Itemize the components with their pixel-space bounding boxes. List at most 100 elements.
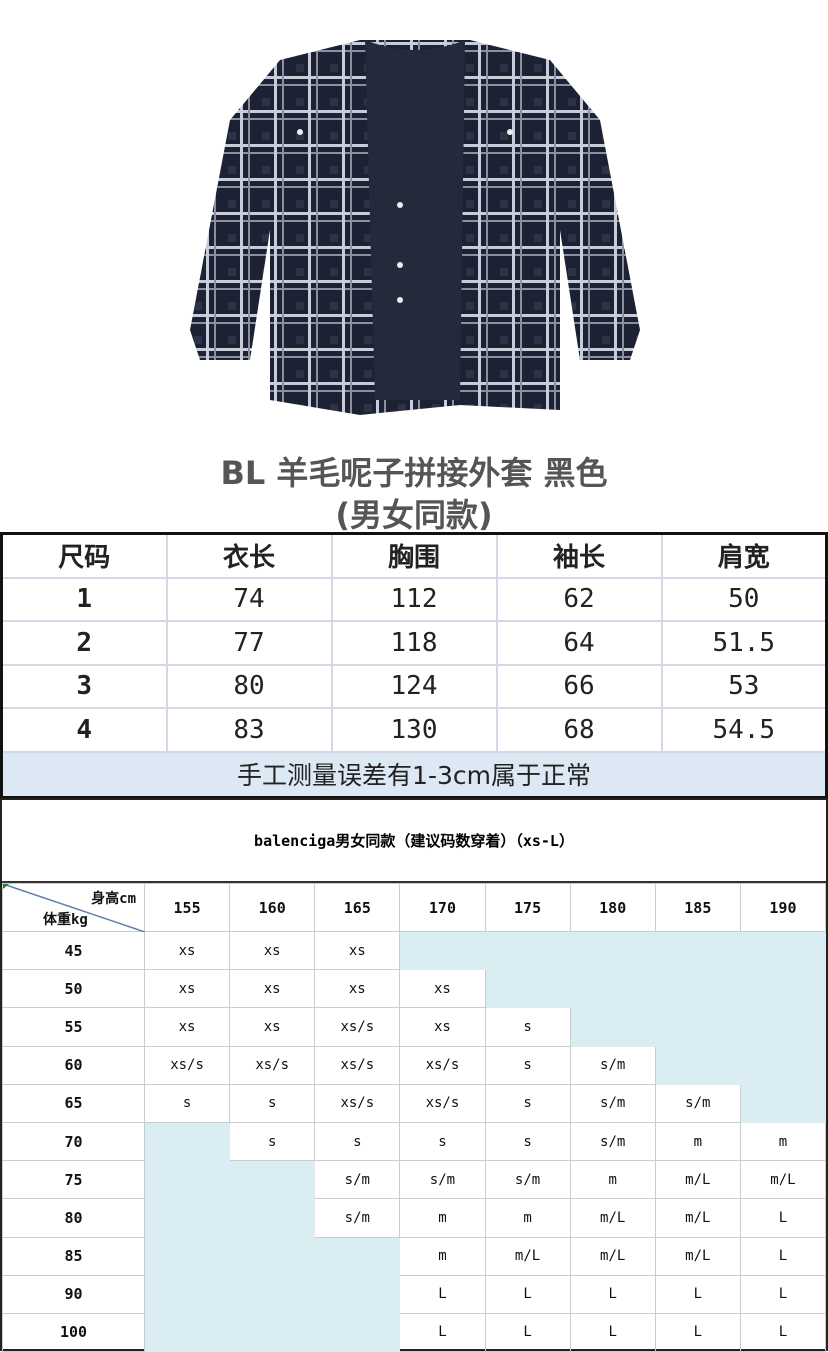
height-header-row: 身高cm 体重kg 155 160 165 170 175 180 185 190 — [2, 883, 827, 932]
measurement-value: 62 — [495, 576, 663, 622]
weight-label: 50 — [2, 969, 145, 1009]
measurement-value: 124 — [330, 663, 498, 709]
size-cell: s/m — [569, 1083, 656, 1123]
size-label: 3 — [0, 663, 168, 709]
product-hero: BL 羊毛呢子拼接外套 黑色 (男女同款) — [0, 0, 828, 534]
height-header: 170 — [399, 883, 486, 932]
measurement-header: 袖长 — [495, 532, 663, 579]
size-cell: s — [399, 1121, 486, 1162]
size-cell: m/L — [569, 1236, 656, 1276]
size-cell: xs/s — [314, 1007, 401, 1047]
weight-label: 70 — [2, 1121, 145, 1162]
measurement-note: 手工测量误差有1-3cm属于正常 — [0, 750, 828, 799]
height-header: 155 — [143, 883, 231, 932]
weight-label: 55 — [2, 1007, 145, 1047]
size-cell: L — [569, 1274, 656, 1314]
measurement-row: 3 80 124 66 53 — [0, 663, 828, 709]
empty-cell — [654, 1007, 741, 1047]
size-cell: s/m — [654, 1083, 741, 1123]
height-header: 185 — [654, 883, 741, 932]
empty-cell — [229, 1312, 316, 1352]
empty-cell — [143, 1236, 231, 1276]
size-cell: s — [484, 1007, 571, 1047]
size-cell: L — [739, 1312, 827, 1352]
size-cell: xs/s — [229, 1045, 316, 1085]
weight-row: 55 xs xs xs/s xs s — [2, 1007, 827, 1047]
empty-cell — [143, 1312, 231, 1352]
size-cell: s — [484, 1121, 571, 1162]
weight-row: 100 L L L L L — [2, 1312, 827, 1352]
weight-row: 85 m m/L m/L m/L L — [2, 1236, 827, 1276]
weight-row: 75 s/m s/m s/m m m/L m/L — [2, 1160, 827, 1200]
size-cell: L — [739, 1236, 827, 1276]
weight-label: 90 — [2, 1274, 145, 1314]
size-cell: xs/s — [314, 1045, 401, 1085]
weight-row: 70 s s s s s/m m m — [2, 1121, 827, 1162]
size-cell: L — [654, 1274, 741, 1314]
size-cell: xs — [399, 1007, 486, 1047]
empty-cell — [739, 1007, 827, 1047]
size-cell: L — [399, 1312, 486, 1352]
diagonal-divider — [3, 884, 145, 932]
measurement-value: 77 — [165, 620, 333, 666]
size-cell: L — [739, 1198, 827, 1238]
size-cell: L — [739, 1274, 827, 1314]
height-header: 180 — [569, 883, 656, 932]
weight-row: 60 xs/s xs/s xs/s xs/s s s/m — [2, 1045, 827, 1085]
measurement-row: 2 77 118 64 51.5 — [0, 620, 828, 666]
size-guide: balenciga男女同款（建议码数穿着）（xs-L） 身高cm 体重kg 155… — [0, 798, 828, 1352]
measurement-header: 衣长 — [165, 532, 333, 579]
size-guide-title: balenciga男女同款（建议码数穿着）（xs-L） — [2, 800, 826, 883]
measurement-value: 68 — [495, 707, 663, 753]
measurement-header: 胸围 — [330, 532, 498, 579]
size-cell: L — [569, 1312, 656, 1352]
size-cell: m — [654, 1121, 741, 1162]
size-cell: xs/s — [399, 1045, 486, 1085]
measurement-table: 尺码 衣长 胸围 袖长 肩宽 1 74 112 62 50 2 77 118 64 51.5 3 80 124 66… — [0, 532, 828, 799]
measurement-value: 51.5 — [660, 620, 828, 666]
measurement-value: 74 — [165, 576, 333, 622]
measurement-value: 80 — [165, 663, 333, 709]
empty-cell — [739, 930, 827, 971]
empty-cell — [569, 930, 656, 971]
size-cell: s — [143, 1083, 231, 1123]
weight-row: 80 s/m m m m/L m/L L — [2, 1198, 827, 1238]
empty-cell — [229, 1160, 316, 1200]
empty-cell — [314, 1274, 401, 1314]
size-cell: s/m — [569, 1121, 656, 1162]
size-cell: xs/s — [399, 1083, 486, 1123]
corner-header: 身高cm 体重kg — [2, 883, 145, 932]
size-label: 4 — [0, 707, 168, 753]
size-cell: xs — [229, 1007, 316, 1047]
size-cell: xs/s — [314, 1083, 401, 1123]
empty-cell — [143, 1198, 231, 1238]
height-header: 165 — [314, 883, 401, 932]
empty-cell — [143, 1121, 231, 1162]
size-cell: xs — [229, 930, 316, 971]
empty-cell — [229, 1198, 316, 1238]
empty-cell — [143, 1274, 231, 1314]
empty-cell — [739, 969, 827, 1009]
empty-cell — [229, 1274, 316, 1314]
size-cell: s/m — [314, 1198, 401, 1238]
empty-cell — [229, 1236, 316, 1276]
measurement-value: 118 — [330, 620, 498, 666]
measurement-value: 50 — [660, 576, 828, 622]
size-cell: m/L — [739, 1160, 827, 1200]
empty-cell — [484, 930, 571, 971]
size-cell: L — [484, 1274, 571, 1314]
measurement-row: 4 83 130 68 54.5 — [0, 707, 828, 753]
empty-cell — [569, 1007, 656, 1047]
size-cell: m/L — [569, 1198, 656, 1238]
measurement-value: 66 — [495, 663, 663, 709]
product-image — [190, 40, 640, 415]
height-header: 160 — [229, 883, 316, 932]
measurement-row: 1 74 112 62 50 — [0, 576, 828, 622]
size-cell: s — [229, 1121, 316, 1162]
size-cell: L — [654, 1312, 741, 1352]
empty-cell — [654, 969, 741, 1009]
measurement-value: 83 — [165, 707, 333, 753]
height-header: 190 — [739, 883, 827, 932]
weight-label: 80 — [2, 1198, 145, 1238]
measurement-value: 53 — [660, 663, 828, 709]
